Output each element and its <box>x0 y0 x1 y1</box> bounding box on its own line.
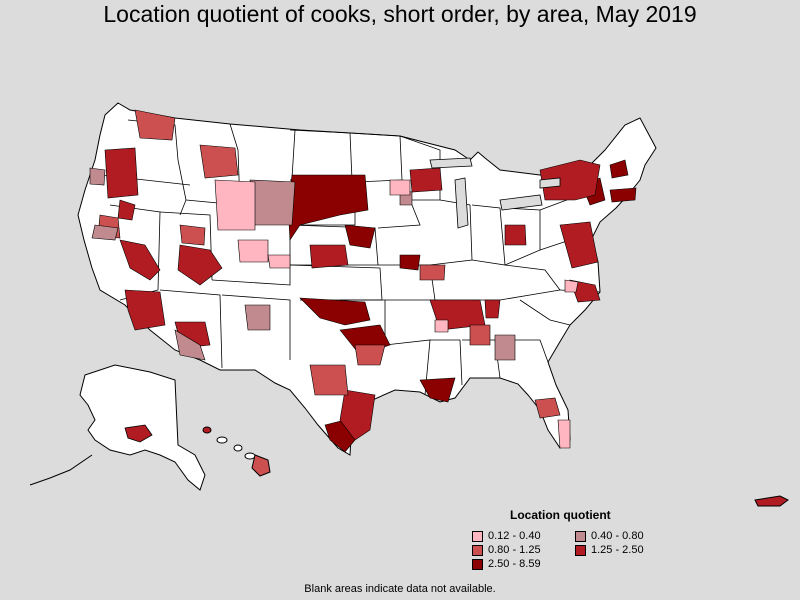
legend-item-0.40-0.80: 0.40 - 0.80 <box>575 530 644 542</box>
footnote: Blank areas indicate data not available. <box>304 583 496 595</box>
legend-item-0.12-0.40: 0.12 - 0.40 <box>472 530 541 542</box>
legend-swatch <box>472 544 483 556</box>
legend-swatch <box>472 530 483 542</box>
legend-item-1.25-2.50: 1.25 - 2.50 <box>575 544 644 556</box>
shaded-areas <box>89 109 637 453</box>
puerto-rico <box>754 495 789 507</box>
alaska-anchorage-area <box>124 424 153 443</box>
legend-label: 0.80 - 1.25 <box>488 544 541 556</box>
legend-label: 0.12 - 0.40 <box>488 530 541 542</box>
legend-label: 0.40 - 0.80 <box>591 530 644 542</box>
legend-label: 2.50 - 8.59 <box>488 558 541 570</box>
map-title: Location quotient of cooks, short order,… <box>103 1 697 27</box>
legend-swatch <box>472 558 483 570</box>
legend-item-2.50-8.59: 2.50 - 8.59 <box>472 558 541 570</box>
alaska-aleutians <box>29 454 93 486</box>
map-legend: Location quotient 0.12 - 0.40 0.40 - 0.8… <box>460 506 690 576</box>
legend-item-0.80-1.25: 0.80 - 1.25 <box>472 544 541 556</box>
legend-swatch <box>575 544 586 556</box>
great-lakes <box>429 157 561 229</box>
legend-label: 1.25 - 2.50 <box>591 544 644 556</box>
legend-swatch <box>575 530 586 542</box>
legend-title: Location quotient <box>510 508 611 522</box>
hawaii-islands <box>202 426 271 477</box>
